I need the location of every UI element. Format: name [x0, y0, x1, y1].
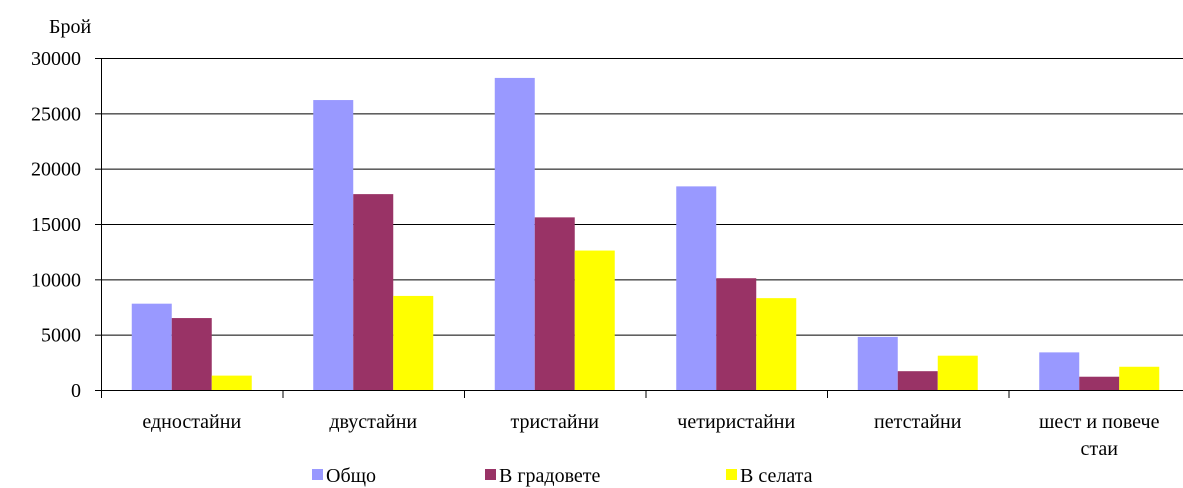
legend-swatch: [726, 469, 737, 480]
x-category-label: едностайни: [142, 411, 241, 433]
bar: [574, 250, 615, 390]
bar: [1039, 352, 1080, 390]
y-tick-label: 20000: [31, 159, 81, 181]
y-tick-label: 5000: [41, 325, 81, 347]
x-category-label: четиристайни: [677, 411, 795, 433]
bar: [676, 186, 717, 390]
y-tick-label: 0: [71, 380, 81, 402]
bar: [353, 194, 394, 390]
bar: [171, 318, 212, 390]
legend-swatch: [312, 469, 323, 480]
legend-label: Общо: [326, 465, 376, 487]
bar: [313, 100, 354, 390]
y-tick-label: 30000: [31, 48, 81, 70]
bars: [131, 77, 1160, 391]
x-category-label: тристайни: [510, 411, 599, 433]
axes: [101, 58, 1183, 398]
legend-swatch: [485, 469, 496, 480]
bar: [716, 278, 757, 390]
x-category-label: петстайни: [874, 411, 962, 433]
x-category-labels: едностайни двустайни тристайни четиристайни…: [142, 411, 1159, 460]
y-tick-label: 10000: [31, 269, 81, 291]
bar: [494, 77, 535, 391]
y-tick-label: 15000: [31, 214, 81, 236]
bar: [1119, 366, 1160, 390]
legend: Общо В градовете В селата: [312, 465, 813, 487]
bar: [897, 371, 938, 390]
bar: [857, 336, 898, 390]
legend-label: В градовете: [499, 465, 601, 487]
bar: [131, 303, 172, 390]
y-axis-label: Брой: [49, 16, 91, 38]
bar: [534, 217, 575, 390]
y-tick-labels: 0 5000 10000 15000 20000 25000 30000: [31, 48, 81, 402]
y-tick-label: 25000: [31, 103, 81, 125]
bar: [211, 375, 252, 390]
bar: [1079, 376, 1120, 390]
x-category-label: шест и повече: [1039, 411, 1160, 433]
bar: [937, 355, 978, 390]
x-category-label: двустайни: [329, 411, 417, 433]
gridlines: [95, 58, 1183, 391]
legend-label: В селата: [740, 465, 813, 487]
bar: [393, 295, 434, 390]
x-category-label: стаи: [1081, 438, 1119, 460]
bar: [756, 298, 797, 390]
